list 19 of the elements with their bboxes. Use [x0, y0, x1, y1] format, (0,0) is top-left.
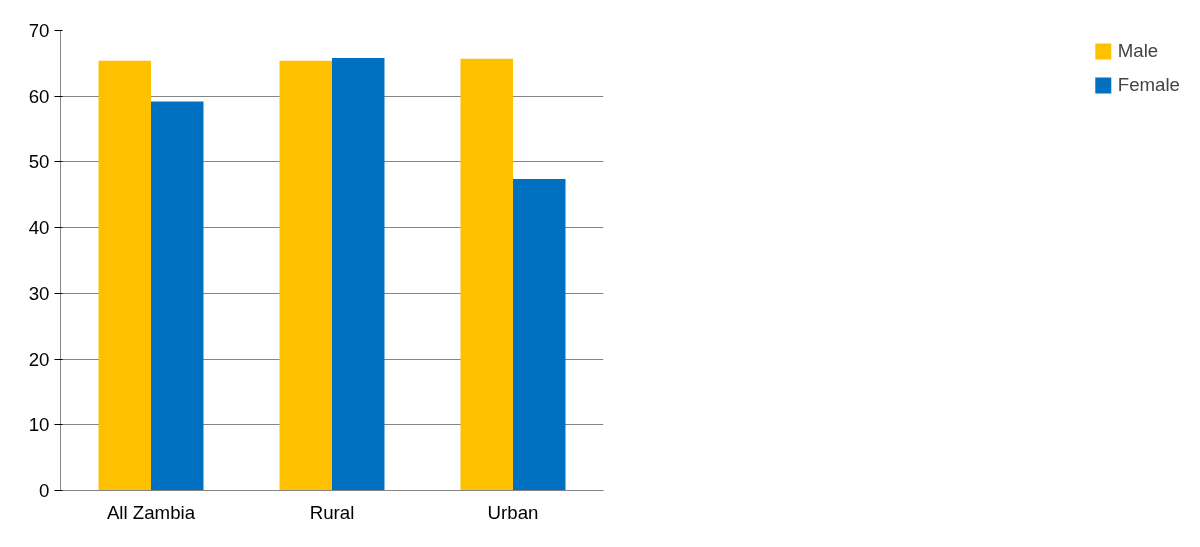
- x-tick-label: Urban: [487, 501, 539, 523]
- legend-label: Male: [1117, 40, 1159, 62]
- y-tick-label: 10: [28, 414, 50, 436]
- bar: [279, 60, 332, 491]
- x-tick-label: Rural: [309, 501, 355, 523]
- y-tick-label: 70: [28, 20, 50, 41]
- bar: [98, 60, 151, 491]
- y-tick-label: 50: [28, 151, 50, 173]
- x-tick-label: All Zambia: [106, 501, 196, 523]
- y-tick-label: 20: [28, 348, 50, 370]
- y-tick-label: 60: [28, 85, 50, 107]
- bar: [460, 58, 513, 491]
- legend-label: Female: [1117, 74, 1180, 96]
- bar: [332, 58, 385, 491]
- bar: [151, 101, 204, 491]
- y-tick-label: 30: [28, 282, 50, 304]
- y-tick-label: 0: [39, 480, 50, 501]
- y-tick-label: 40: [28, 217, 50, 239]
- bar: [513, 179, 566, 491]
